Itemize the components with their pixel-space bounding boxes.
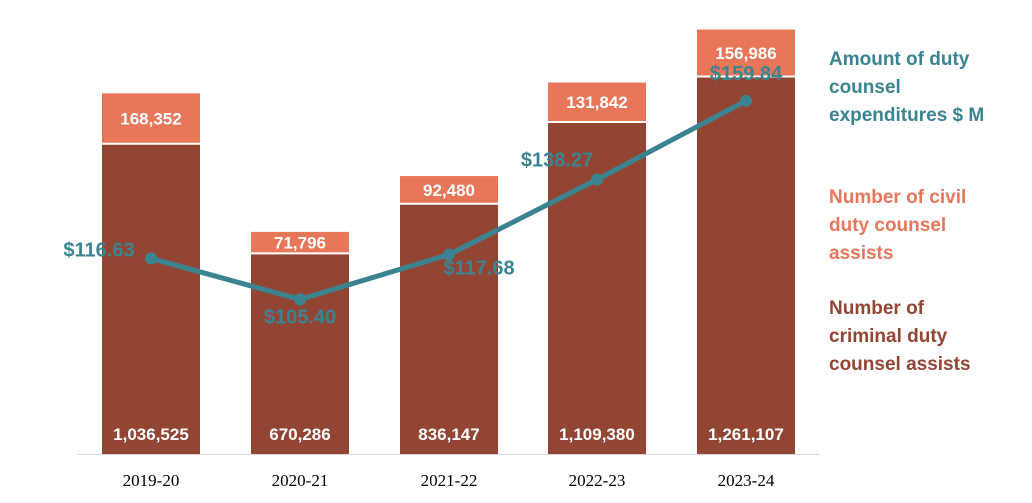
expenditures-point	[145, 252, 157, 265]
criminal-assists-bar	[400, 203, 498, 454]
x-tick-label: 2019-20	[123, 471, 180, 490]
criminal-assists-bar	[548, 121, 646, 455]
civil-assists-label: 131,842	[566, 93, 627, 112]
civil-assists-label: 71,796	[274, 234, 326, 253]
civil-assists-label: 92,480	[423, 181, 475, 200]
expenditures-label: $138.27	[521, 149, 593, 171]
civil-assists-bar	[102, 93, 200, 144]
expenditures-label: $116.63	[63, 239, 134, 261]
expenditures-point	[591, 173, 603, 186]
legend-civil-assists: Number of civil duty counsel assists	[829, 187, 967, 264]
criminal-assists-bar	[697, 76, 795, 454]
civil-assists-bar	[697, 29, 795, 77]
legend-expenditures: Amount of duty counsel expenditures $ M	[829, 49, 985, 126]
criminal-assists-label: 1,109,380	[559, 425, 635, 444]
x-tick-label: 2021-22	[421, 471, 478, 490]
criminal-assists-bar	[102, 143, 200, 455]
criminal-assists-bar	[251, 253, 349, 454]
expenditures-point	[443, 248, 455, 261]
x-tick-label: 2020-21	[272, 471, 329, 490]
civil-assists-label: 156,986	[715, 44, 776, 63]
civil-assists-bar	[548, 82, 646, 122]
x-tick-label: 2022-23	[569, 471, 626, 490]
criminal-assists-label: 1,261,107	[708, 425, 784, 444]
legend-criminal-assists: Number of criminal duty counsel assists	[829, 298, 971, 375]
x-tick-label: 2023-24	[718, 471, 775, 490]
civil-assists-bar	[400, 176, 498, 204]
civil-assists-label: 168,352	[120, 110, 181, 129]
expenditures-label: $117.68	[443, 258, 514, 280]
expenditures-label: $105.40	[264, 306, 336, 328]
criminal-assists-label: 670,286	[269, 425, 330, 444]
criminal-assists-label: 836,147	[418, 425, 479, 444]
expenditures-point	[294, 293, 306, 306]
civil-assists-bar	[251, 231, 349, 254]
expenditures-point	[740, 94, 752, 107]
expenditures-label: $159.84	[710, 63, 783, 85]
criminal-assists-label: 1,036,525	[113, 425, 189, 444]
